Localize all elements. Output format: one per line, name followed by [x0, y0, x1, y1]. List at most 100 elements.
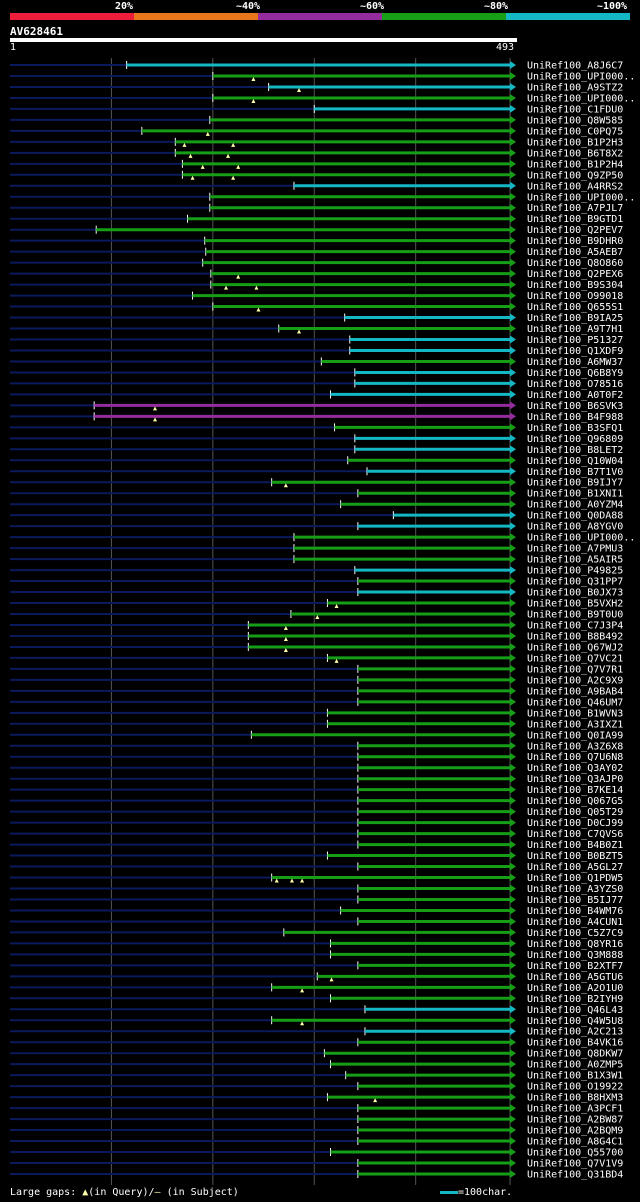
hit-row: UniRef100_UPI000..: [10, 71, 635, 82]
hit-name: UniRef100_B4WM76: [527, 906, 623, 917]
hit-arrow-icon: [510, 950, 516, 959]
hit-row: UniRef100_A6MW37: [10, 357, 623, 368]
scale-label: =100char.: [458, 1187, 513, 1198]
hit-arrow-icon: [510, 544, 516, 553]
hit-arrow-icon: [510, 1027, 516, 1036]
hit-name: UniRef100_O19922: [527, 1082, 623, 1093]
hit-arrow-icon: [510, 862, 516, 871]
query-gap-marker: [334, 658, 339, 663]
hit-arrow-icon: [510, 511, 516, 520]
hit-arrow-icon: [510, 104, 516, 113]
query-gap-marker: [205, 131, 210, 136]
hit-row: UniRef100_B0JX73: [10, 588, 623, 599]
hit-arrow-icon: [510, 324, 516, 333]
hit-arrow-icon: [510, 708, 516, 717]
hit-name: UniRef100_B9T0U0: [527, 610, 623, 621]
hit-arrow-icon: [510, 972, 516, 981]
hit-name: UniRef100_UPI000..: [527, 192, 635, 203]
hit-row: UniRef100_A9BAB4: [10, 686, 623, 697]
hit-name: UniRef100_Q96809: [527, 434, 623, 445]
hit-row: UniRef100_A5GL27: [10, 862, 623, 873]
hit-row: UniRef100_Q55700: [10, 1148, 623, 1159]
hit-name: UniRef100_O78516: [527, 379, 623, 390]
hit-name: UniRef100_B6SVK3: [527, 401, 623, 412]
hit-arrow-icon: [510, 159, 516, 168]
query-gap-marker: [334, 604, 339, 609]
subject-gap-icon: —: [154, 1187, 161, 1198]
hit-row: UniRef100_A5AEB7: [10, 247, 623, 258]
query-gap-marker: [256, 307, 261, 312]
hit-name: UniRef100_B1P2H3: [527, 137, 623, 148]
hit-row: UniRef100_A0YZM4: [10, 500, 623, 511]
hit-arrow-icon: [510, 807, 516, 816]
scale-legend: =100char.: [440, 1187, 512, 1198]
hit-arrow-icon: [510, 269, 516, 278]
hit-arrow-icon: [510, 763, 516, 772]
hit-row: UniRef100_P49825: [10, 566, 623, 577]
query-gap-marker: [153, 417, 158, 422]
hit-name: UniRef100_A4RRS2: [527, 181, 623, 192]
hit-row: UniRef100_B9IA25: [10, 313, 623, 324]
hit-arrow-icon: [510, 719, 516, 728]
hit-arrow-icon: [510, 126, 516, 135]
query-ruler: [10, 38, 517, 42]
hit-name: UniRef100_A8G4C1: [527, 1137, 623, 1148]
hit-arrow-icon: [510, 939, 516, 948]
hit-row: UniRef100_A2C9X9: [10, 675, 623, 686]
query-gap-marker: [236, 164, 241, 169]
hit-row: UniRef100_B1XNI1: [10, 489, 623, 500]
hit-name: UniRef100_B1P2H4: [527, 159, 623, 170]
query-gap-marker: [283, 647, 288, 652]
legend-segment: [258, 13, 382, 20]
hit-row: UniRef100_A5AIR5: [10, 555, 623, 566]
hit-arrow-icon: [510, 445, 516, 454]
hit-row: UniRef100_C7QVS6: [10, 829, 623, 840]
hit-row: UniRef100_B1P2H4: [10, 159, 623, 170]
query-gap-marker: [300, 878, 305, 883]
hit-arrow-icon: [510, 928, 516, 937]
hit-arrow-icon: [510, 192, 516, 201]
hit-row: UniRef100_UPI000..: [10, 533, 635, 544]
query-gap-marker: [297, 87, 302, 92]
hit-name: UniRef100_Q1XDF9: [527, 346, 623, 357]
hit-row: UniRef100_A0ZMP5: [10, 1060, 623, 1071]
hit-arrow-icon: [510, 423, 516, 432]
hit-name: UniRef100_A5AIR5: [527, 555, 623, 566]
hit-row: UniRef100_A2BW87: [10, 1115, 623, 1126]
hit-row: UniRef100_P51327: [10, 335, 623, 346]
hit-arrow-icon: [510, 1071, 516, 1080]
query-gap-marker: [231, 175, 236, 180]
hit-row: UniRef100_Q96809: [10, 434, 623, 445]
hit-arrow-icon: [510, 148, 516, 157]
hit-name: UniRef100_A9BAB4: [527, 686, 623, 697]
hit-row: UniRef100_B9T0U0: [10, 610, 623, 621]
hit-row: UniRef100_C7J3P4: [10, 620, 623, 631]
hit-arrow-icon: [510, 368, 516, 377]
hit-row: UniRef100_A5GTU6: [10, 972, 623, 983]
hit-row: UniRef100_Q067G5: [10, 796, 623, 807]
query-gap-marker: [251, 98, 256, 103]
hit-name: UniRef100_UPI000..: [527, 93, 635, 104]
hit-row: UniRef100_A3Z6X8: [10, 741, 623, 752]
hit-name: UniRef100_A3PCF1: [527, 1104, 623, 1115]
hit-row: UniRef100_A0T0F2: [10, 390, 623, 401]
hit-name: UniRef100_Q8W585: [527, 115, 623, 126]
hit-name: UniRef100_D0CJ99: [527, 818, 623, 829]
hit-arrow-icon: [510, 346, 516, 355]
hit-name: UniRef100_C7QVS6: [527, 829, 623, 840]
query-gap-note: (in Query)/: [88, 1187, 155, 1198]
hit-row: UniRef100_B7T1V0: [10, 467, 623, 478]
query-gap-marker: [226, 153, 231, 158]
hit-row: UniRef100_Q31PP7: [10, 577, 623, 588]
hit-arrow-icon: [510, 522, 516, 531]
hit-row: UniRef100_Q1XDF9: [10, 346, 623, 357]
hit-name: UniRef100_B1X3W1: [527, 1071, 623, 1082]
hit-arrow-icon: [510, 961, 516, 970]
hit-row: UniRef100_O78516: [10, 379, 623, 390]
hit-arrow-icon: [510, 917, 516, 926]
hit-name: UniRef100_A2BW87: [527, 1115, 623, 1126]
hit-row: UniRef100_B5IJ77: [10, 895, 623, 906]
hit-row: UniRef100_Q4W5U8: [10, 1016, 623, 1027]
hit-name: UniRef100_P51327: [527, 335, 623, 346]
hit-row: UniRef100_Q7V7R1: [10, 664, 623, 675]
